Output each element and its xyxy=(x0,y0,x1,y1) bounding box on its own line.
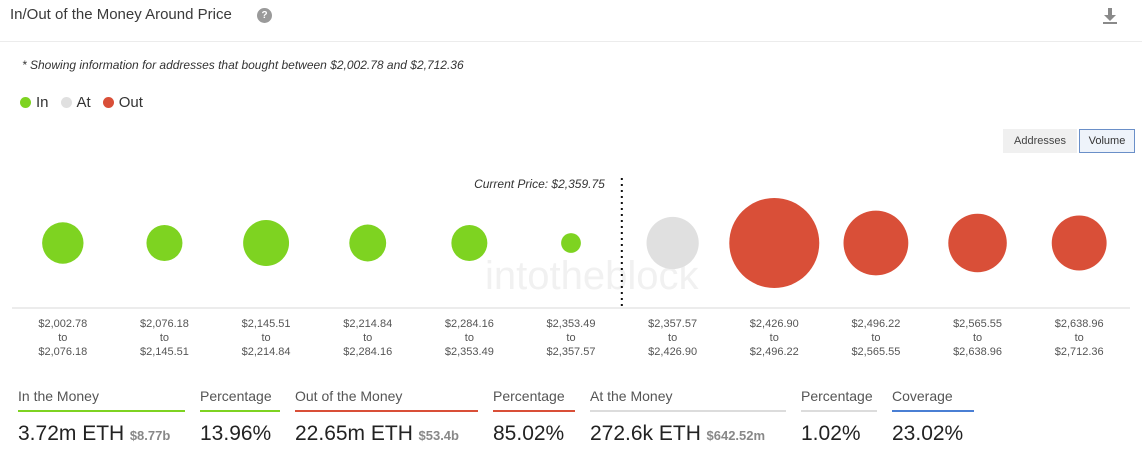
tick-label-to-2: $2,214.84 xyxy=(242,346,291,358)
tick-label-to-0: $2,076.18 xyxy=(38,346,87,358)
legend: In At Out xyxy=(20,94,155,111)
stats-row: In the Money 3.72m ETH $8.77b Percentage 13… xyxy=(0,388,1142,460)
help-icon[interactable]: ? xyxy=(257,8,272,23)
bubble-chart: intotheblock $2,002.78to$2,076.18$2,076.… xyxy=(12,177,1130,358)
legend-label-at: At xyxy=(76,94,91,111)
stat-value-in-the-money: 3.72m ETH $8.77b xyxy=(18,422,185,446)
legend-label-out: Out xyxy=(118,94,143,111)
tick-label-to-word-3: to xyxy=(363,332,372,344)
stat-value-at-the-money: 272.6k ETH $642.52m xyxy=(590,422,786,446)
bubble-in-0[interactable] xyxy=(42,222,84,264)
tick-label-from-9: $2,565.55 xyxy=(953,318,1002,330)
tick-label-from-0: $2,002.78 xyxy=(38,318,87,330)
stat-value-at-percentage: 1.02% xyxy=(801,422,877,446)
tick-label-from-10: $2,638.96 xyxy=(1055,318,1104,330)
stat-value-out-of-the-money: 22.65m ETH $53.4b xyxy=(295,422,478,446)
stat-label-out-of-the-money: Out of the Money xyxy=(295,388,478,412)
stat-label-in-the-money: In the Money xyxy=(18,388,185,412)
tick-label-from-6: $2,357.57 xyxy=(648,318,697,330)
bubble-out-7[interactable] xyxy=(729,198,820,288)
stat-value-main-at-percentage: 1.02% xyxy=(801,422,861,445)
tick-label-to-word-6: to xyxy=(668,332,677,344)
stat-label-at-the-money: At the Money xyxy=(590,388,786,412)
stat-value-main-coverage: 23.02% xyxy=(892,422,964,445)
bubble-at-6[interactable] xyxy=(646,216,699,270)
chart-title: In/Out of the Money Around Price xyxy=(10,6,232,23)
bubble-in-3[interactable] xyxy=(349,224,387,262)
legend-item-out[interactable]: Out xyxy=(102,94,143,111)
legend-item-at[interactable]: At xyxy=(60,94,91,111)
stat-value-in-percentage: 13.96% xyxy=(200,422,280,446)
tick-label-to-4: $2,353.49 xyxy=(445,346,494,358)
tick-label-to-word-9: to xyxy=(973,332,982,344)
legend-dot-out xyxy=(102,97,114,108)
bubble-in-4[interactable] xyxy=(451,225,488,261)
stat-coverage: Coverage 23.02% xyxy=(892,388,974,446)
stat-label-at-percentage: Percentage xyxy=(801,388,877,412)
range-note: * Showing information for addresses that… xyxy=(22,58,464,72)
tick-label-to-word-8: to xyxy=(871,332,880,344)
tick-label-from-1: $2,076.18 xyxy=(140,318,189,330)
legend-dot-in xyxy=(20,97,31,108)
stat-value-main-in-the-money: 3.72m ETH xyxy=(18,422,125,445)
bubble-in-5[interactable] xyxy=(561,233,581,253)
stat-value-main-out-percentage: 85.02% xyxy=(493,422,565,445)
tick-label-to-8: $2,565.55 xyxy=(851,346,900,358)
tick-label-from-5: $2,353.49 xyxy=(547,318,596,330)
current-price-label: Current Price: $2,359.75 xyxy=(474,177,605,191)
stat-out-percentage: Percentage 85.02% xyxy=(493,388,575,446)
bubble-in-2[interactable] xyxy=(243,220,290,266)
stat-value-usd-in-the-money: $8.77b xyxy=(126,428,171,443)
tick-label-to-10: $2,712.36 xyxy=(1055,346,1104,358)
tick-label-from-8: $2,496.22 xyxy=(851,318,900,330)
legend-dot-at xyxy=(60,97,72,108)
stat-value-usd-out-of-the-money: $53.4b xyxy=(414,428,459,443)
download-icon[interactable] xyxy=(1100,5,1120,25)
bubble-out-9[interactable] xyxy=(948,213,1007,273)
tick-label-from-2: $2,145.51 xyxy=(242,318,291,330)
tick-label-to-1: $2,145.51 xyxy=(140,346,189,358)
stat-value-usd-at-the-money: $642.52m xyxy=(702,428,766,443)
tick-label-to-word-7: to xyxy=(770,332,779,344)
stat-in-percentage: Percentage 13.96% xyxy=(200,388,280,446)
legend-label-in: In xyxy=(36,94,49,111)
stat-value-coverage: 23.02% xyxy=(892,422,974,446)
stat-value-main-in-percentage: 13.96% xyxy=(200,422,272,445)
tick-label-to-5: $2,357.57 xyxy=(547,346,596,358)
stat-out-of-the-money: Out of the Money 22.65m ETH $53.4b xyxy=(295,388,478,446)
tick-label-to-3: $2,284.16 xyxy=(343,346,392,358)
stat-value-out-percentage: 85.02% xyxy=(493,422,575,446)
tick-label-to-word-4: to xyxy=(465,332,474,344)
chart-header: In/Out of the Money Around Price ? xyxy=(0,0,1142,42)
tick-label-to-word-10: to xyxy=(1075,332,1084,344)
stat-in-the-money: In the Money 3.72m ETH $8.77b xyxy=(18,388,185,446)
tick-label-to-9: $2,638.96 xyxy=(953,346,1002,358)
stat-at-percentage: Percentage 1.02% xyxy=(801,388,877,446)
bubble-in-1[interactable] xyxy=(146,225,183,261)
stat-value-main-at-the-money: 272.6k ETH xyxy=(590,422,701,445)
volume-toggle-button[interactable]: Volume xyxy=(1079,129,1135,153)
stat-at-the-money: At the Money 272.6k ETH $642.52m xyxy=(590,388,786,446)
tick-label-from-4: $2,284.16 xyxy=(445,318,494,330)
tick-label-to-word-0: to xyxy=(58,332,67,344)
tick-label-to-word-1: to xyxy=(160,332,169,344)
tick-label-from-3: $2,214.84 xyxy=(343,318,392,330)
addresses-toggle-button[interactable]: Addresses xyxy=(1003,129,1077,153)
tick-label-to-7: $2,496.22 xyxy=(750,346,799,358)
stat-label-out-percentage: Percentage xyxy=(493,388,575,412)
tick-label-to-word-5: to xyxy=(566,332,575,344)
stat-label-in-percentage: Percentage xyxy=(200,388,280,412)
stat-label-coverage: Coverage xyxy=(892,388,974,412)
bubble-out-8[interactable] xyxy=(843,210,909,276)
bubble-out-10[interactable] xyxy=(1051,215,1107,271)
stat-value-main-out-of-the-money: 22.65m ETH xyxy=(295,422,413,445)
legend-item-in[interactable]: In xyxy=(20,94,49,111)
tick-label-to-word-2: to xyxy=(261,332,270,344)
tick-label-to-6: $2,426.90 xyxy=(648,346,697,358)
tick-label-from-7: $2,426.90 xyxy=(750,318,799,330)
